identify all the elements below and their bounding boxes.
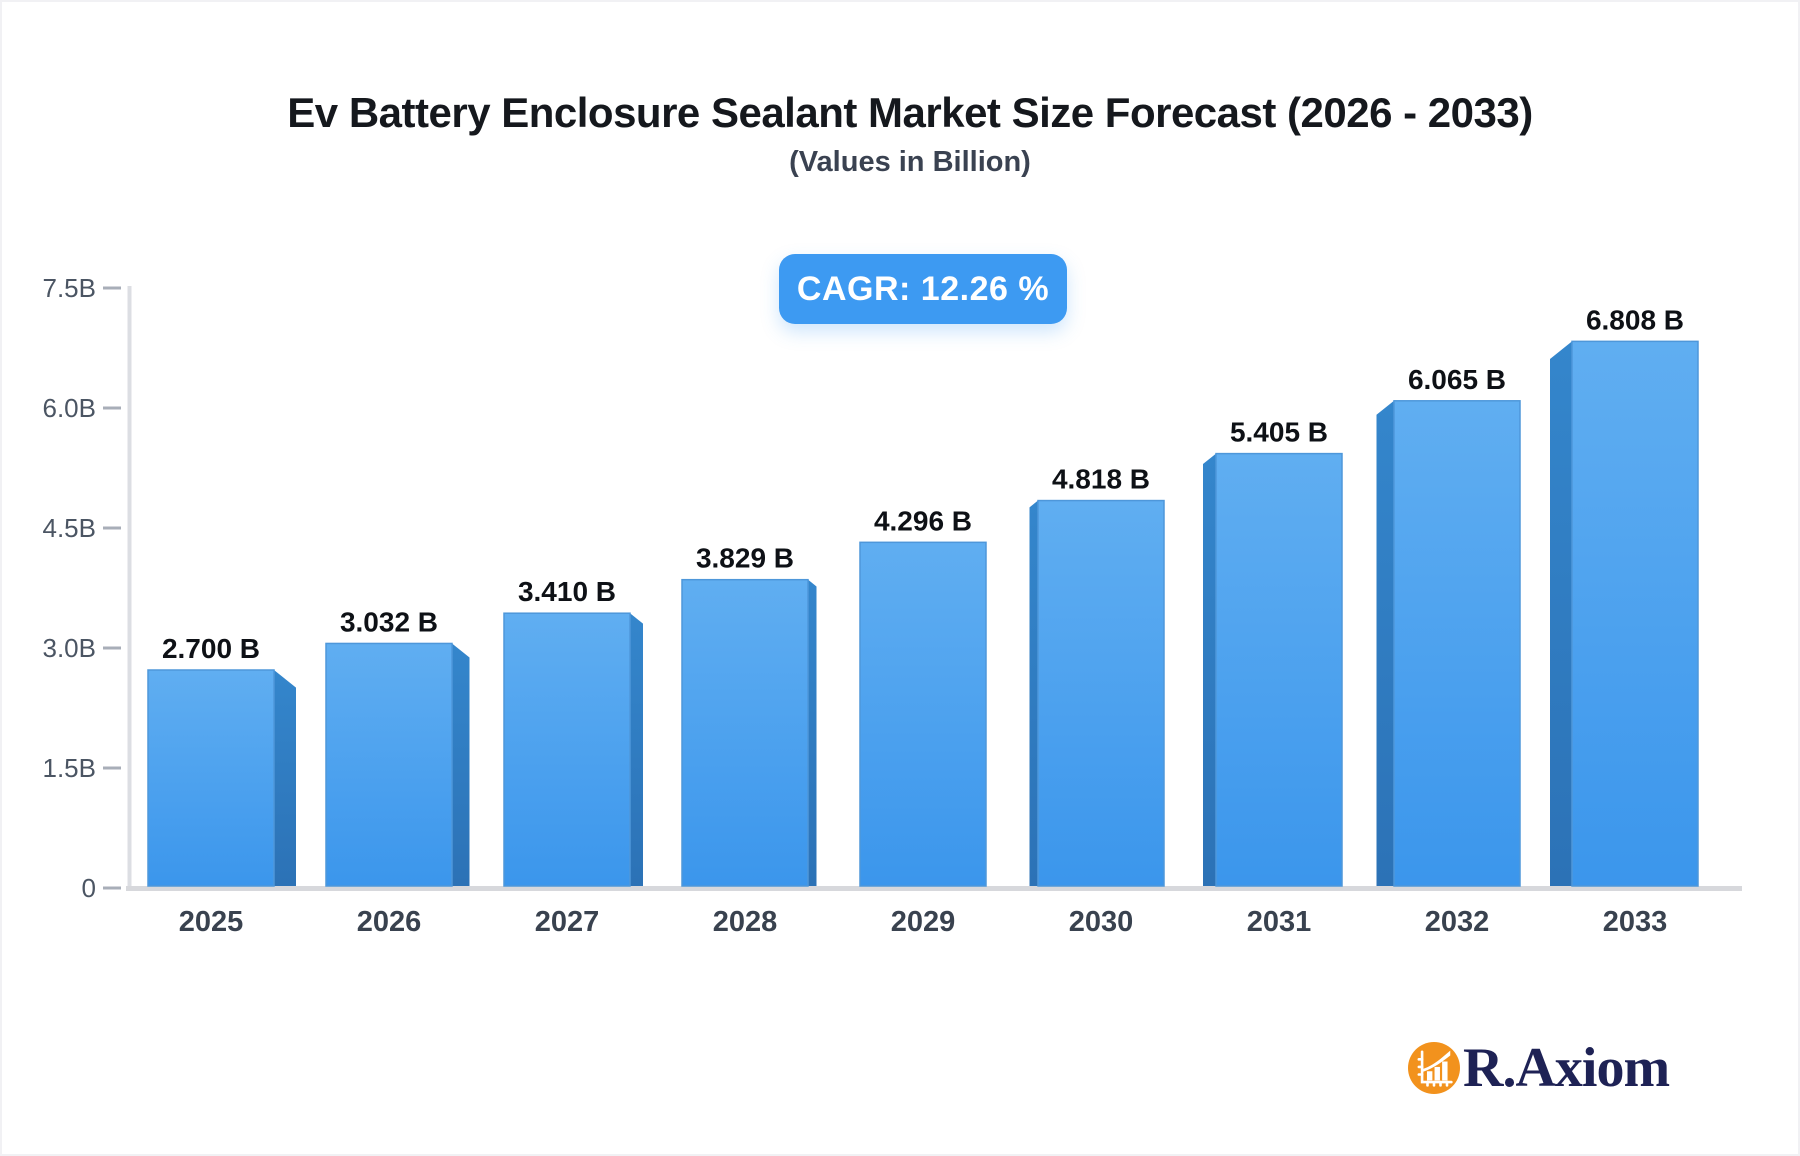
chart-header: Ev Battery Enclosure Sealant Market Size… — [20, 88, 1800, 179]
bar-2033 — [1571, 340, 1699, 887]
logo-chart-icon — [1408, 1042, 1460, 1094]
bar-value-label: 6.808 B — [1586, 304, 1684, 335]
logo-text: R.Axiom — [1463, 1037, 1670, 1099]
y-tick-label: 4.5B — [43, 513, 97, 543]
brand-logo: R.Axiom — [1408, 1037, 1670, 1099]
bar-side-2031 — [1203, 453, 1216, 886]
bar-side-2032 — [1376, 400, 1394, 886]
x-tick-label: 2028 — [713, 906, 778, 938]
y-tick-label: 6.0B — [43, 393, 97, 423]
bar-side-2028 — [808, 579, 817, 886]
bar-2032 — [1393, 400, 1521, 887]
bar-value-label: 3.410 B — [518, 576, 616, 607]
x-tick-label: 2026 — [357, 906, 422, 938]
bar-value-label: 3.829 B — [696, 543, 794, 574]
cagr-label: CAGR: 12.26 % — [796, 269, 1050, 308]
cagr-badge: CAGR: 12.26 % — [779, 254, 1067, 324]
bar-value-label: 3.032 B — [340, 606, 438, 637]
bar-side-2027 — [630, 613, 643, 886]
bar-value-label: 4.818 B — [1052, 464, 1150, 495]
bar-side-2026 — [452, 643, 470, 886]
x-tick-label: 2032 — [1425, 906, 1490, 938]
x-axis-baseline — [126, 886, 1742, 891]
bar-2026 — [325, 642, 453, 887]
bar-2028 — [681, 578, 809, 887]
chart-plot-area: 0 1.5B 3.0B 4.5B 6.0B 7.5B 2.700 B 2025 3.032 B 2… — [43, 273, 1742, 938]
bar-side-2033 — [1550, 341, 1572, 886]
x-tick-label: 2031 — [1247, 906, 1312, 938]
x-tick-label: 2029 — [891, 906, 956, 938]
bar-side-2030 — [1029, 500, 1038, 886]
chart-title: Ev Battery Enclosure Sealant Market Size… — [287, 89, 1533, 136]
y-tick-label: 7.5B — [43, 273, 97, 303]
bar-value-label: 6.065 B — [1408, 364, 1506, 395]
bar-value-label: 4.296 B — [874, 505, 972, 536]
bar-2027 — [503, 612, 631, 887]
bar-2030 — [1037, 499, 1165, 887]
bar-value-label: 5.405 B — [1230, 417, 1328, 448]
y-tick-label: 3.0B — [43, 633, 97, 663]
bar-side-2025 — [274, 670, 296, 886]
x-tick-label: 2025 — [179, 906, 244, 938]
bar-2031 — [1215, 452, 1343, 887]
bar-2025 — [147, 669, 275, 887]
y-tick-label: 0 — [82, 873, 96, 903]
x-tick-label: 2033 — [1603, 906, 1668, 938]
bar-value-label: 2.700 B — [162, 633, 260, 664]
x-tick-label: 2027 — [535, 906, 600, 938]
chart-subtitle: (Values in Billion) — [789, 146, 1031, 178]
bar-2029 — [859, 541, 987, 887]
x-tick-label: 2030 — [1069, 906, 1134, 938]
y-tick-label: 1.5B — [43, 753, 97, 783]
